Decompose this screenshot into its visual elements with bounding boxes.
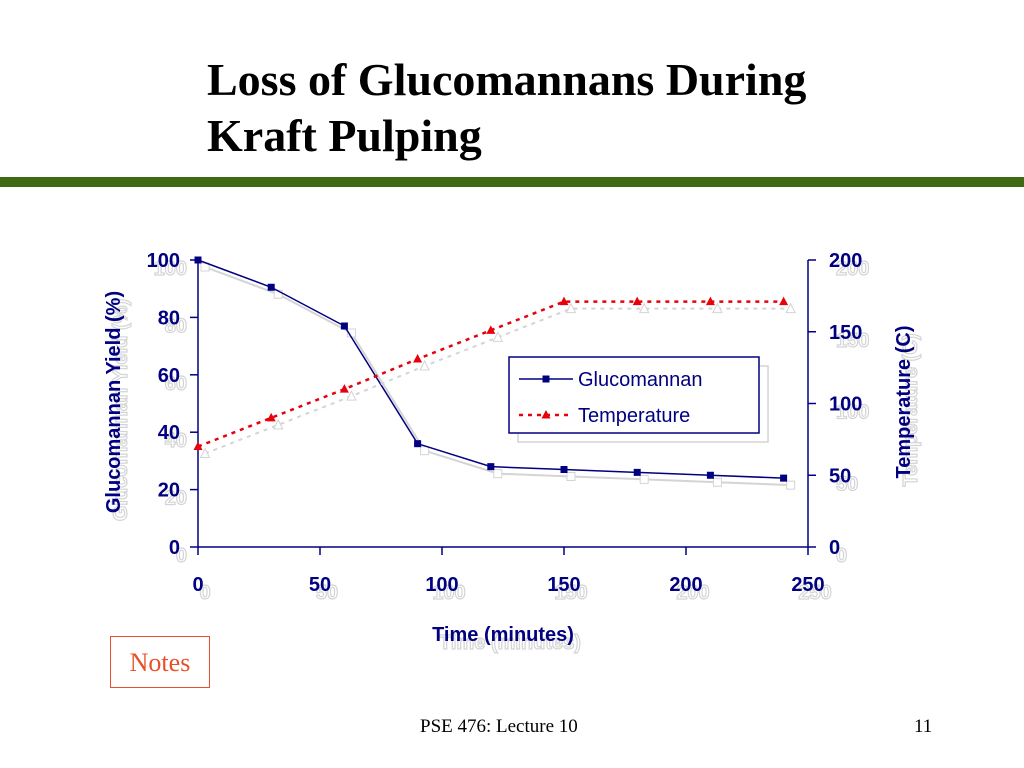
page-number: 11 [914,716,933,737]
left-tick-label-shadow: 60 [165,373,187,395]
x-tick-label: 200 [669,574,702,596]
right-tick-label-shadow: 200 [836,258,869,280]
x-tick-label-shadow: 0 [199,582,210,604]
data-point-glucomannan [780,474,788,482]
legend-box [508,356,760,434]
x-tick-label-shadow: 250 [798,582,831,604]
left-tick-label: 40 [158,422,180,444]
right-tick-label-shadow: 0 [836,545,847,567]
left-axis-title-shadow: Glucomannan Yield (%) [110,299,132,521]
x-tick-label: 50 [309,574,331,596]
x-tick-label-shadow: 50 [316,582,338,604]
left-tick-label-shadow: 100 [154,258,187,280]
right-tick-label: 200 [829,250,862,272]
right-tick-label: 100 [829,394,862,416]
data-point-temperature [705,296,715,306]
series-shadow-marker [712,477,722,487]
right-tick-label-shadow: 150 [836,330,869,352]
x-tick-label: 100 [425,574,458,596]
legend-label-temperature: Temperature [578,405,690,427]
left-tick-label: 80 [158,307,180,329]
data-point-glucomannan [706,471,714,479]
data-point-temperature [266,412,276,422]
right-tick-label: 50 [829,465,851,487]
left-tick-label: 60 [158,365,180,387]
title-divider [0,177,1024,187]
left-axis-title: Glucomannan Yield (%) [103,291,125,513]
footer-lecture: PSE 476: Lecture 10 [420,716,578,737]
data-point-temperature [559,296,569,306]
series-shadow-marker [493,469,503,479]
series-shadow-marker [492,331,504,342]
data-point-glucomannan [560,466,568,474]
slide-title-line2: Kraft Pulping [207,110,482,161]
x-tick-label-shadow: 200 [676,582,709,604]
slide-title-line1: Loss of Glucomannans During [207,54,807,105]
right-axis-title: Temperature (C) [893,326,915,479]
series-shadow-marker [566,472,576,482]
legend-marker-glucomannan [542,375,550,383]
series-shadow-marker [639,474,649,484]
data-point-glucomannan [267,283,275,291]
data-point-temperature [339,384,349,393]
data-point-glucomannan [487,463,495,471]
legend-label-glucomannan: Glucomannan [578,369,703,391]
data-point-glucomannan [194,256,202,264]
x-tick-label: 250 [791,574,824,596]
series-shadow-marker [565,302,577,314]
x-tick-label: 0 [192,574,203,596]
series-shadow-marker [638,302,650,314]
notes-button[interactable]: Notes [110,636,210,688]
left-tick-label: 0 [169,537,180,559]
series-shadow-marker [272,418,284,430]
series-shadow-marker [712,302,723,314]
data-point-glucomannan [414,440,422,448]
right-tick-label: 0 [829,537,840,559]
x-tick-label-shadow: 150 [554,582,587,604]
left-tick-label: 20 [158,480,180,502]
series-shadow-marker [785,302,796,314]
slide-title: Loss of Glucomannans During Kraft Pulpin… [207,52,967,164]
x-axis-title-shadow: Time (minutes) [439,632,581,654]
left-tick-label-shadow: 20 [165,488,187,510]
right-tick-label-shadow: 100 [836,402,869,424]
data-point-temperature [486,325,496,334]
x-axis-title: Time (minutes) [432,624,574,646]
right-tick-label-shadow: 50 [836,473,858,495]
data-point-temperature [193,441,203,451]
series-shadow-marker [420,446,430,456]
series-shadow-marker [786,480,796,490]
data-point-glucomannan [340,322,348,330]
series-shadow-marker [199,447,211,459]
data-point-temperature [413,354,423,363]
series-shadow-marker [346,390,357,401]
legend-marker-temperature [541,410,551,419]
right-axis-title-shadow: Temperature (C) [900,334,922,487]
data-point-temperature [779,296,789,306]
series-shadow-marker [419,359,430,371]
left-tick-label-shadow: 80 [165,315,187,337]
right-tick-label: 150 [829,322,862,344]
x-tick-label: 150 [547,574,580,596]
data-point-temperature [632,296,642,306]
left-tick-label: 100 [147,250,180,272]
x-tick-label-shadow: 100 [432,582,465,604]
left-tick-label-shadow: 0 [176,545,187,567]
left-tick-label-shadow: 40 [165,430,187,452]
data-point-glucomannan [633,468,641,476]
